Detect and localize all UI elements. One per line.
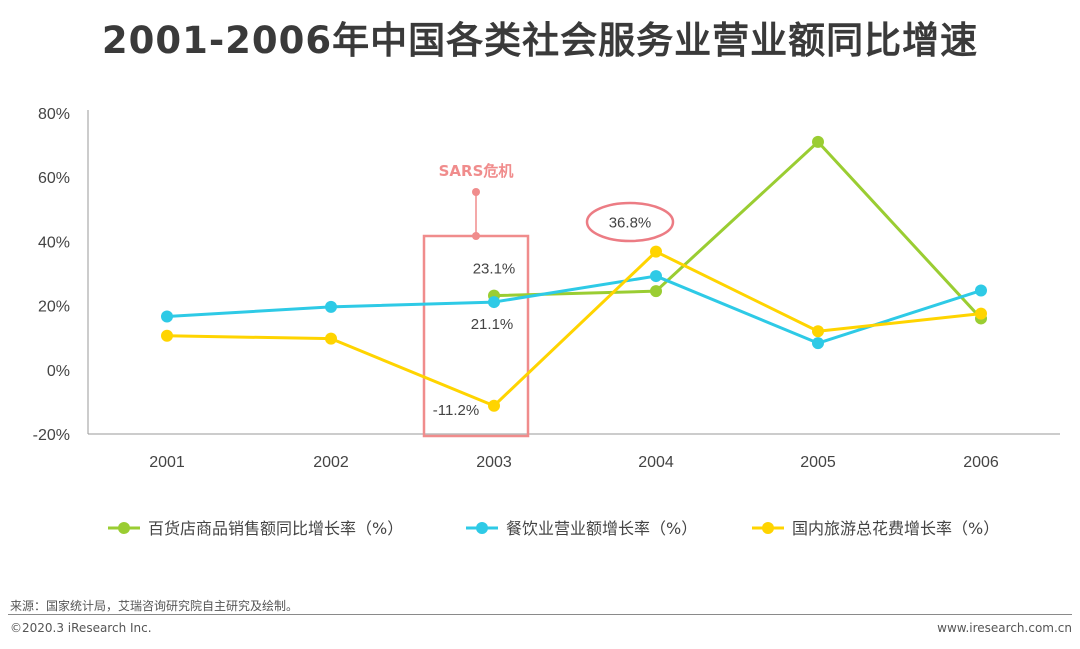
sars-pointer-dot: [472, 188, 480, 196]
series-point-2: [161, 329, 173, 342]
series-point-1: [975, 284, 987, 297]
series-point-2: [812, 325, 824, 338]
sars-pointer-dot: [472, 232, 480, 240]
legend-label: 餐饮业营业额增长率（%）: [506, 519, 697, 538]
series-line-1: [166, 274, 982, 345]
legend-label: 百货店商品销售额同比增长率（%）: [148, 519, 403, 538]
series-lines: [166, 140, 983, 408]
legend: 百货店商品销售额同比增长率（%） 餐饮业营业额增长率（%） 国内旅游总花费增长率（%…: [108, 519, 999, 538]
series-point-0: [650, 285, 662, 298]
series-points: [161, 135, 987, 412]
x-tick-label: 2001: [149, 454, 185, 471]
series-point-1: [325, 300, 337, 313]
footer-divider: [8, 614, 1072, 615]
highlight-ellipse: [585, 201, 675, 243]
sars-label: SARS危机: [439, 162, 514, 180]
data-label: 36.8%: [609, 215, 652, 232]
series-point-0: [812, 135, 824, 148]
y-tick-label: 80%: [38, 106, 70, 123]
y-tick-label: 60%: [38, 170, 70, 187]
website-text: www.iresearch.com.cn: [937, 621, 1072, 635]
data-label: 21.1%: [471, 316, 514, 333]
source-note: 来源：国家统计局，艾瑞咨询研究院自主研究及绘制。: [10, 599, 299, 613]
axes: 80% 60% 40% 20% 0% -20% 2001 2002 2003 2004 2005 20…: [33, 106, 1060, 471]
data-label: -11.2%: [433, 402, 479, 419]
legend-swatch-marker: [762, 522, 774, 534]
series-point-1: [812, 337, 824, 350]
legend-swatch-marker: [118, 522, 130, 534]
y-tick-label: 40%: [38, 234, 70, 251]
series-point-1: [161, 310, 173, 323]
y-tick-label: 0%: [47, 363, 70, 380]
series-point-2: [325, 332, 337, 345]
chart-title: 2001-2006年中国各类社会服务业营业额同比增速: [101, 19, 979, 62]
series-point-1: [488, 296, 500, 309]
x-tick-label: 2002: [313, 454, 349, 471]
data-label: 23.1%: [473, 261, 516, 278]
y-tick-label: 20%: [38, 299, 70, 316]
series-point-1: [650, 270, 662, 283]
legend-label: 国内旅游总花费增长率（%）: [792, 519, 999, 538]
y-tick-label: -20%: [33, 427, 70, 444]
x-tick-label: 2005: [800, 454, 836, 471]
series-line-0: [493, 140, 983, 320]
x-tick-label: 2004: [638, 454, 674, 471]
line-chart: 80% 60% 40% 20% 0% -20% 2001 2002 2003 2004 2005 20…: [33, 106, 1060, 538]
series-point-2: [975, 307, 987, 320]
data-labels: 23.1% 21.1% -11.2% 36.8%: [433, 215, 651, 419]
series-point-2: [650, 245, 662, 258]
x-tick-label: 2003: [476, 454, 512, 471]
series-line-2: [166, 250, 982, 408]
sars-annotation: SARS危机: [422, 162, 675, 438]
x-tick-label: 2006: [963, 454, 999, 471]
copyright-text: ©2020.3 iResearch Inc.: [10, 621, 152, 635]
series-point-2: [488, 399, 500, 412]
legend-swatch-marker: [476, 522, 488, 534]
